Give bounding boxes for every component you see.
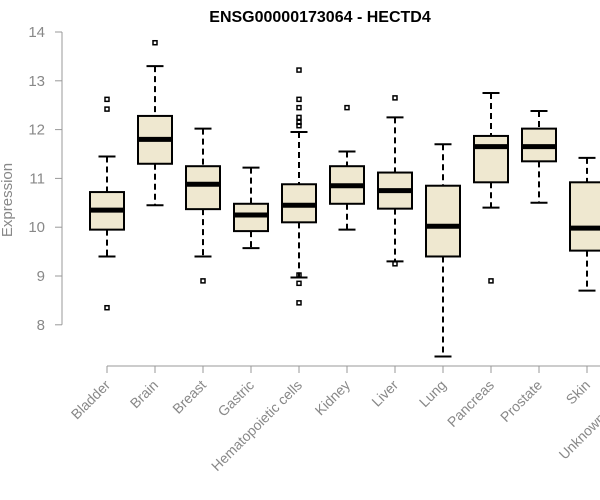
- iqr-box: [474, 136, 508, 182]
- box-kidney: [330, 106, 364, 230]
- outlier-point: [297, 281, 301, 285]
- outlier-point: [297, 124, 301, 128]
- y-tick-label: 9: [37, 268, 45, 285]
- x-tick-label: Lung: [416, 377, 449, 410]
- box-hematopoietic-cells: [282, 68, 316, 305]
- y-tick-label: 14: [28, 24, 45, 41]
- y-tick-label: 12: [28, 122, 45, 139]
- y-tick-label: 10: [28, 219, 45, 236]
- box-breast: [186, 129, 220, 283]
- outlier-point: [201, 279, 205, 283]
- iqr-box: [570, 182, 600, 250]
- box-brain: [138, 41, 172, 206]
- outlier-point: [393, 262, 397, 266]
- x-tick-label: Prostate: [497, 377, 545, 425]
- x-tick-label: Gastric: [214, 377, 257, 420]
- chart-title: ENSG00000173064 - HECTD4: [209, 9, 431, 26]
- outlier-point: [297, 301, 301, 305]
- boxplot-chart: ENSG00000173064 - HECTD4 Expression 8 9 10…: [0, 0, 600, 500]
- x-tick-label: Hematopoietic cells: [208, 377, 305, 474]
- outlier-point: [105, 306, 109, 310]
- outlier-point: [297, 106, 301, 110]
- iqr-box: [426, 186, 460, 257]
- outlier-point: [297, 97, 301, 101]
- y-tick-label: 13: [28, 73, 45, 90]
- box-pancreas: [474, 93, 508, 283]
- box-prostate: [522, 111, 556, 203]
- y-tick-label: 8: [37, 317, 45, 334]
- outlier-point: [105, 107, 109, 111]
- outlier-point: [393, 96, 397, 100]
- outlier-point: [345, 106, 349, 110]
- box-gastric: [234, 168, 268, 249]
- x-tick-label: Brain: [127, 377, 161, 411]
- outlier-point: [297, 68, 301, 72]
- x-tick-label: Kidney: [312, 377, 354, 419]
- box-lung: [426, 144, 460, 356]
- outlier-point: [297, 115, 301, 119]
- outlier-point: [105, 97, 109, 101]
- x-tick-label: Breast: [169, 377, 209, 417]
- box-bladder: [90, 97, 124, 309]
- outlier-point: [489, 279, 493, 283]
- x-tick-label: Skin: [563, 377, 594, 408]
- x-tick-label: Bladder: [68, 377, 114, 423]
- axes: 8 9 10 11 12 13 14 Bladder Brain Breast GastricHem…: [28, 24, 600, 474]
- boxes-group: [90, 41, 600, 357]
- box-skin: [570, 158, 600, 291]
- outlier-point: [153, 41, 157, 45]
- y-axis-label: Expression: [0, 163, 16, 237]
- x-tick-label: Pancreas: [444, 377, 497, 430]
- box-liver: [378, 96, 412, 266]
- iqr-box: [186, 166, 220, 209]
- y-tick-label: 11: [29, 170, 45, 187]
- x-tick-label: Liver: [368, 377, 401, 410]
